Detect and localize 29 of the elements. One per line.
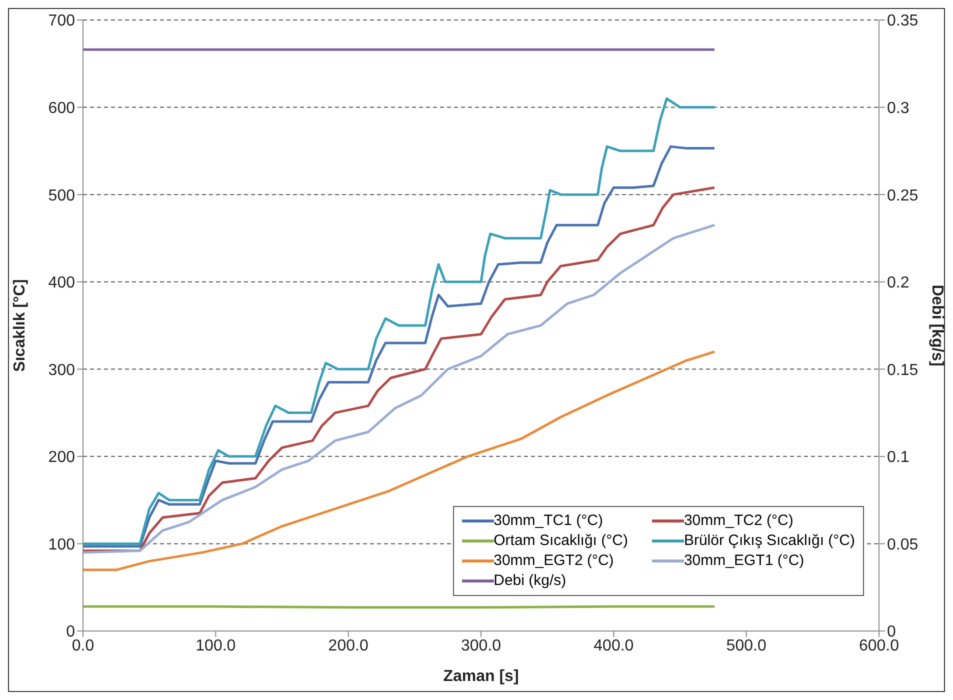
x-tick-label: 400.0 — [594, 637, 634, 654]
y-tick-label: 400 — [48, 274, 76, 292]
y-tick-label: 100 — [48, 536, 76, 554]
legend-label: 30mm_TC2 (°C) — [684, 511, 794, 531]
y-tick-label: 600 — [48, 100, 76, 117]
y-tick-label: 700 — [48, 12, 76, 30]
y2-tick-label: 0.35 — [887, 12, 918, 30]
legend-label: Ortam Sıcaklığı (°C) — [494, 531, 628, 551]
y2-tick-label: 0.15 — [887, 362, 918, 379]
y2-tick-label: 0.25 — [887, 187, 918, 204]
y2-tick-label: 0.1 — [887, 449, 910, 466]
y2-tick-label: 0.2 — [887, 274, 910, 292]
x-tick-label: 200.0 — [328, 637, 368, 654]
y-tick-label: 200 — [48, 449, 76, 466]
y2-tick-label: 0.3 — [887, 100, 910, 117]
y-axis-title: Sıcaklık [°C] — [12, 279, 29, 372]
y-tick-label: 300 — [48, 362, 76, 379]
y2-axis-title: Debi [kg/s] — [928, 284, 946, 366]
legend-label: Debi (kg/s) — [494, 571, 566, 591]
x-axis-title: Zaman [s] — [443, 668, 519, 685]
x-tick-label: 500.0 — [726, 637, 766, 654]
y-tick-label: 500 — [48, 187, 76, 204]
legend-label: Brülör Çıkış Sıcaklığı (°C) — [684, 531, 855, 551]
legend-label: 30mm_EGT2 (°C) — [494, 551, 614, 571]
x-tick-label: 300.0 — [460, 637, 502, 654]
legend-label: 30mm_TC1 (°C) — [494, 511, 603, 531]
legend-label: 30mm_EGT1 (°C) — [684, 551, 804, 571]
x-tick-label: 100.0 — [196, 637, 236, 654]
y2-tick-label: 0.05 — [887, 536, 918, 554]
